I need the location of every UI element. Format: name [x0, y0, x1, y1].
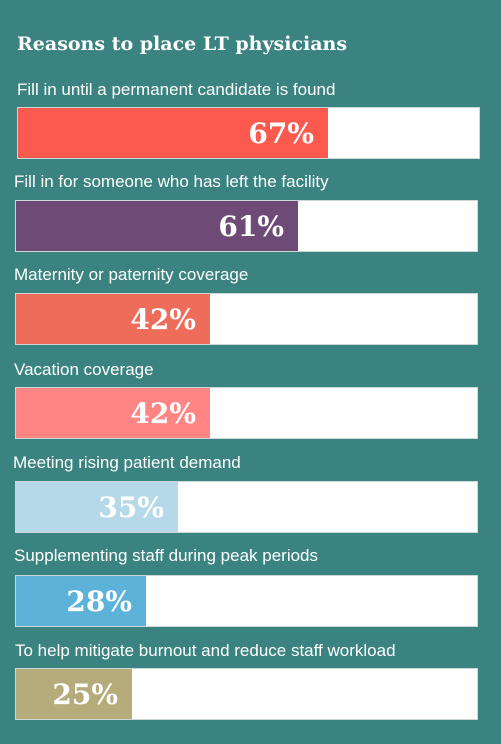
- bar-value-label: 28%: [66, 584, 132, 618]
- bar-track: 35%: [15, 481, 478, 533]
- bar-track: 67%: [17, 107, 480, 159]
- bar-category-label: To help mitigate burnout and reduce staf…: [15, 641, 396, 660]
- bar-value-label: 67%: [248, 116, 314, 150]
- bar-value-label: 35%: [98, 490, 164, 524]
- bar-value-label: 42%: [130, 302, 196, 336]
- bar-track: 42%: [15, 293, 478, 345]
- bar-category-label: Maternity or paternity coverage: [14, 265, 249, 284]
- bar: [16, 576, 146, 626]
- bar: [16, 294, 210, 344]
- bar: [16, 669, 132, 719]
- bar-category-label: Fill in until a permanent candidate is f…: [17, 80, 336, 99]
- bar: [16, 388, 210, 438]
- bar-value-label: 42%: [130, 396, 196, 430]
- chart-title: Reasons to place LT physicians: [17, 33, 348, 55]
- bar-category-label: Supplementing staff during peak periods: [14, 546, 318, 565]
- bar-track: 42%: [15, 387, 478, 439]
- bar-value-label: 61%: [218, 209, 284, 243]
- bar-category-label: Fill in for someone who has left the fac…: [14, 172, 329, 191]
- bar: [18, 108, 328, 158]
- bar-category-label: Meeting rising patient demand: [13, 453, 241, 472]
- bar-value-label: 25%: [52, 677, 118, 711]
- bar: [16, 482, 178, 532]
- bar: [16, 201, 298, 251]
- bar-track: 25%: [15, 668, 478, 720]
- bar-category-label: Vacation coverage: [14, 360, 154, 379]
- bar-track: 28%: [15, 575, 478, 627]
- bar-track: 61%: [15, 200, 478, 252]
